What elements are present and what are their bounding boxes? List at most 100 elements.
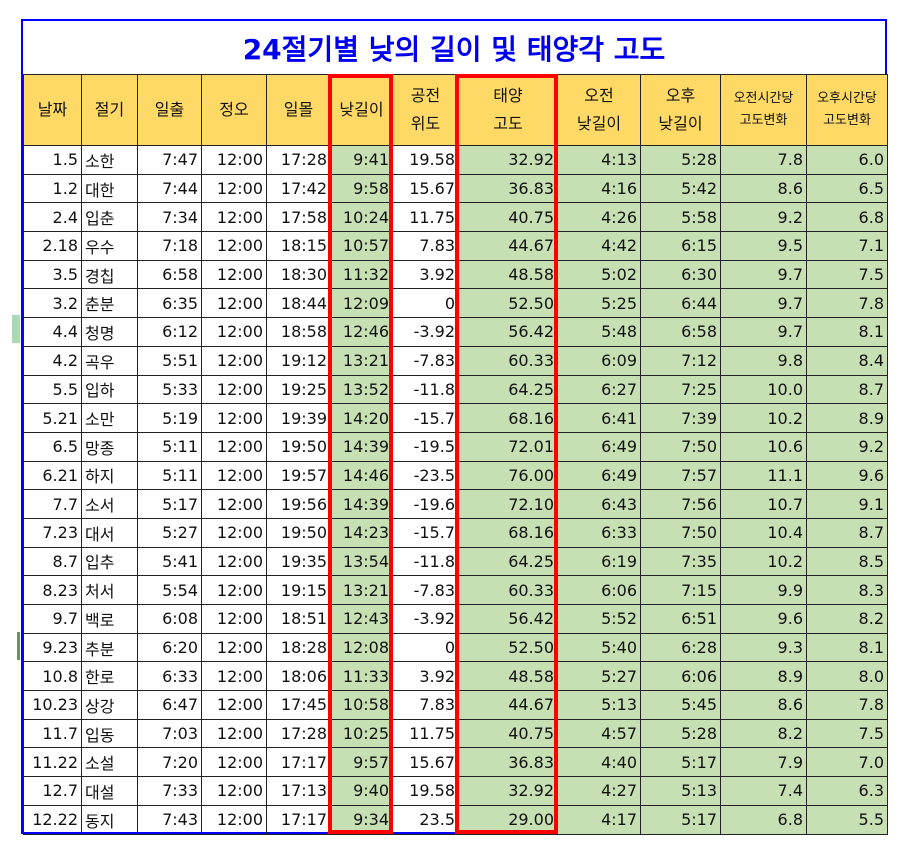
cell-pm-altitude-change[interactable]: 9.6 [806, 460, 888, 491]
cell-am-day-length[interactable]: 5:25 [557, 288, 641, 319]
cell-sunset[interactable]: 17:45 [266, 690, 331, 720]
cell-pm-altitude-change[interactable]: 8.1 [806, 632, 888, 663]
cell-solar-term[interactable]: 소한 [81, 145, 138, 175]
cell-sun-altitude[interactable]: 64.25 [458, 374, 558, 405]
header-pm-altitude-change[interactable]: 오후시간당 고도변화 [806, 74, 888, 146]
cell-sunrise[interactable]: 6:20 [137, 632, 202, 663]
cell-sun-altitude[interactable]: 44.67 [458, 231, 558, 261]
cell-sunrise[interactable]: 7:03 [137, 718, 202, 749]
cell-pm-altitude-change[interactable]: 8.4 [806, 345, 888, 376]
cell-day-length[interactable]: 12:08 [330, 632, 393, 663]
cell-am-altitude-change[interactable]: 10.7 [720, 489, 807, 519]
cell-pm-altitude-change[interactable]: 8.9 [806, 403, 888, 433]
cell-pm-altitude-change[interactable]: 8.3 [806, 575, 888, 605]
cell-solar-term[interactable]: 동지 [81, 804, 138, 835]
cell-day-length[interactable]: 11:32 [330, 259, 393, 290]
cell-noon[interactable]: 12:00 [201, 747, 267, 778]
cell-noon[interactable]: 12:00 [201, 632, 267, 663]
cell-am-day-length[interactable]: 5:48 [557, 317, 641, 347]
cell-solar-term[interactable]: 입하 [81, 374, 138, 405]
cell-date[interactable]: 12.7 [23, 776, 82, 806]
cell-sunrise[interactable]: 7:44 [137, 173, 202, 204]
cell-orbital-latitude[interactable]: -19.6 [392, 489, 459, 519]
cell-solar-term[interactable]: 처서 [81, 575, 138, 605]
header-sunset[interactable]: 일몰 [266, 74, 331, 146]
cell-pm-altitude-change[interactable]: 6.5 [806, 173, 888, 204]
cell-pm-day-length[interactable]: 5:13 [640, 776, 721, 806]
cell-sun-altitude[interactable]: 56.42 [458, 604, 558, 634]
cell-am-altitude-change[interactable]: 9.3 [720, 632, 807, 663]
header-am-altitude-change[interactable]: 오전시간당 고도변화 [720, 74, 807, 146]
cell-date[interactable]: 12.22 [23, 804, 82, 835]
cell-noon[interactable]: 12:00 [201, 231, 267, 261]
cell-sunrise[interactable]: 6:12 [137, 317, 202, 347]
header-am-day-length[interactable]: 오전 낮길이 [557, 74, 641, 146]
cell-sunrise[interactable]: 5:41 [137, 546, 202, 577]
cell-am-altitude-change[interactable]: 6.8 [720, 804, 807, 835]
cell-am-day-length[interactable]: 5:27 [557, 661, 641, 692]
cell-am-day-length[interactable]: 6:06 [557, 575, 641, 605]
cell-am-day-length[interactable]: 6:19 [557, 546, 641, 577]
cell-noon[interactable]: 12:00 [201, 288, 267, 319]
cell-sunrise[interactable]: 5:11 [137, 460, 202, 491]
cell-date[interactable]: 3.5 [23, 259, 82, 290]
cell-sunset[interactable]: 19:50 [266, 431, 331, 462]
cell-pm-day-length[interactable]: 6:44 [640, 288, 721, 319]
cell-orbital-latitude[interactable]: 7.83 [392, 690, 459, 720]
cell-date[interactable]: 10.8 [23, 661, 82, 692]
cell-date[interactable]: 4.4 [23, 317, 82, 347]
cell-sunset[interactable]: 19:50 [266, 517, 331, 548]
cell-sunrise[interactable]: 5:51 [137, 345, 202, 376]
cell-solar-term[interactable]: 입동 [81, 718, 138, 749]
cell-day-length[interactable]: 14:39 [330, 431, 393, 462]
cell-pm-altitude-change[interactable]: 5.5 [806, 804, 888, 835]
cell-day-length[interactable]: 10:58 [330, 690, 393, 720]
cell-sun-altitude[interactable]: 64.25 [458, 546, 558, 577]
cell-orbital-latitude[interactable]: -19.5 [392, 431, 459, 462]
cell-sunrise[interactable]: 5:33 [137, 374, 202, 405]
cell-noon[interactable]: 12:00 [201, 259, 267, 290]
cell-orbital-latitude[interactable]: 3.92 [392, 661, 459, 692]
cell-pm-altitude-change[interactable]: 8.7 [806, 374, 888, 405]
cell-sun-altitude[interactable]: 48.58 [458, 259, 558, 290]
cell-day-length[interactable]: 13:21 [330, 575, 393, 605]
cell-am-altitude-change[interactable]: 10.4 [720, 517, 807, 548]
cell-pm-altitude-change[interactable]: 8.7 [806, 517, 888, 548]
cell-noon[interactable]: 12:00 [201, 431, 267, 462]
cell-orbital-latitude[interactable]: -3.92 [392, 317, 459, 347]
cell-pm-day-length[interactable]: 7:57 [640, 460, 721, 491]
cell-date[interactable]: 6.21 [23, 460, 82, 491]
cell-noon[interactable]: 12:00 [201, 604, 267, 634]
cell-orbital-latitude[interactable]: 19.58 [392, 145, 459, 175]
cell-day-length[interactable]: 13:52 [330, 374, 393, 405]
cell-sunset[interactable]: 19:12 [266, 345, 331, 376]
cell-am-day-length[interactable]: 6:09 [557, 345, 641, 376]
cell-sunset[interactable]: 17:28 [266, 145, 331, 175]
cell-pm-altitude-change[interactable]: 6.3 [806, 776, 888, 806]
cell-sun-altitude[interactable]: 40.75 [458, 718, 558, 749]
cell-am-altitude-change[interactable]: 7.8 [720, 145, 807, 175]
cell-pm-altitude-change[interactable]: 7.1 [806, 231, 888, 261]
cell-am-day-length[interactable]: 5:52 [557, 604, 641, 634]
cell-sunrise[interactable]: 6:58 [137, 259, 202, 290]
cell-solar-term[interactable]: 대서 [81, 517, 138, 548]
cell-sunset[interactable]: 18:44 [266, 288, 331, 319]
header-sunrise[interactable]: 일출 [137, 74, 202, 146]
cell-sun-altitude[interactable]: 60.33 [458, 345, 558, 376]
cell-am-altitude-change[interactable]: 7.4 [720, 776, 807, 806]
cell-am-altitude-change[interactable]: 10.2 [720, 546, 807, 577]
cell-date[interactable]: 9.23 [23, 632, 82, 663]
cell-pm-altitude-change[interactable]: 8.1 [806, 317, 888, 347]
cell-am-altitude-change[interactable]: 10.2 [720, 403, 807, 433]
cell-day-length[interactable]: 13:21 [330, 345, 393, 376]
cell-noon[interactable]: 12:00 [201, 690, 267, 720]
cell-date[interactable]: 11.7 [23, 718, 82, 749]
header-noon[interactable]: 정오 [201, 74, 267, 146]
cell-pm-altitude-change[interactable]: 7.5 [806, 718, 888, 749]
cell-sunrise[interactable]: 5:19 [137, 403, 202, 433]
cell-am-day-length[interactable]: 4:26 [557, 202, 641, 233]
cell-day-length[interactable]: 10:57 [330, 231, 393, 261]
cell-pm-day-length[interactable]: 5:28 [640, 718, 721, 749]
cell-pm-altitude-change[interactable]: 7.5 [806, 259, 888, 290]
cell-sunrise[interactable]: 7:18 [137, 231, 202, 261]
